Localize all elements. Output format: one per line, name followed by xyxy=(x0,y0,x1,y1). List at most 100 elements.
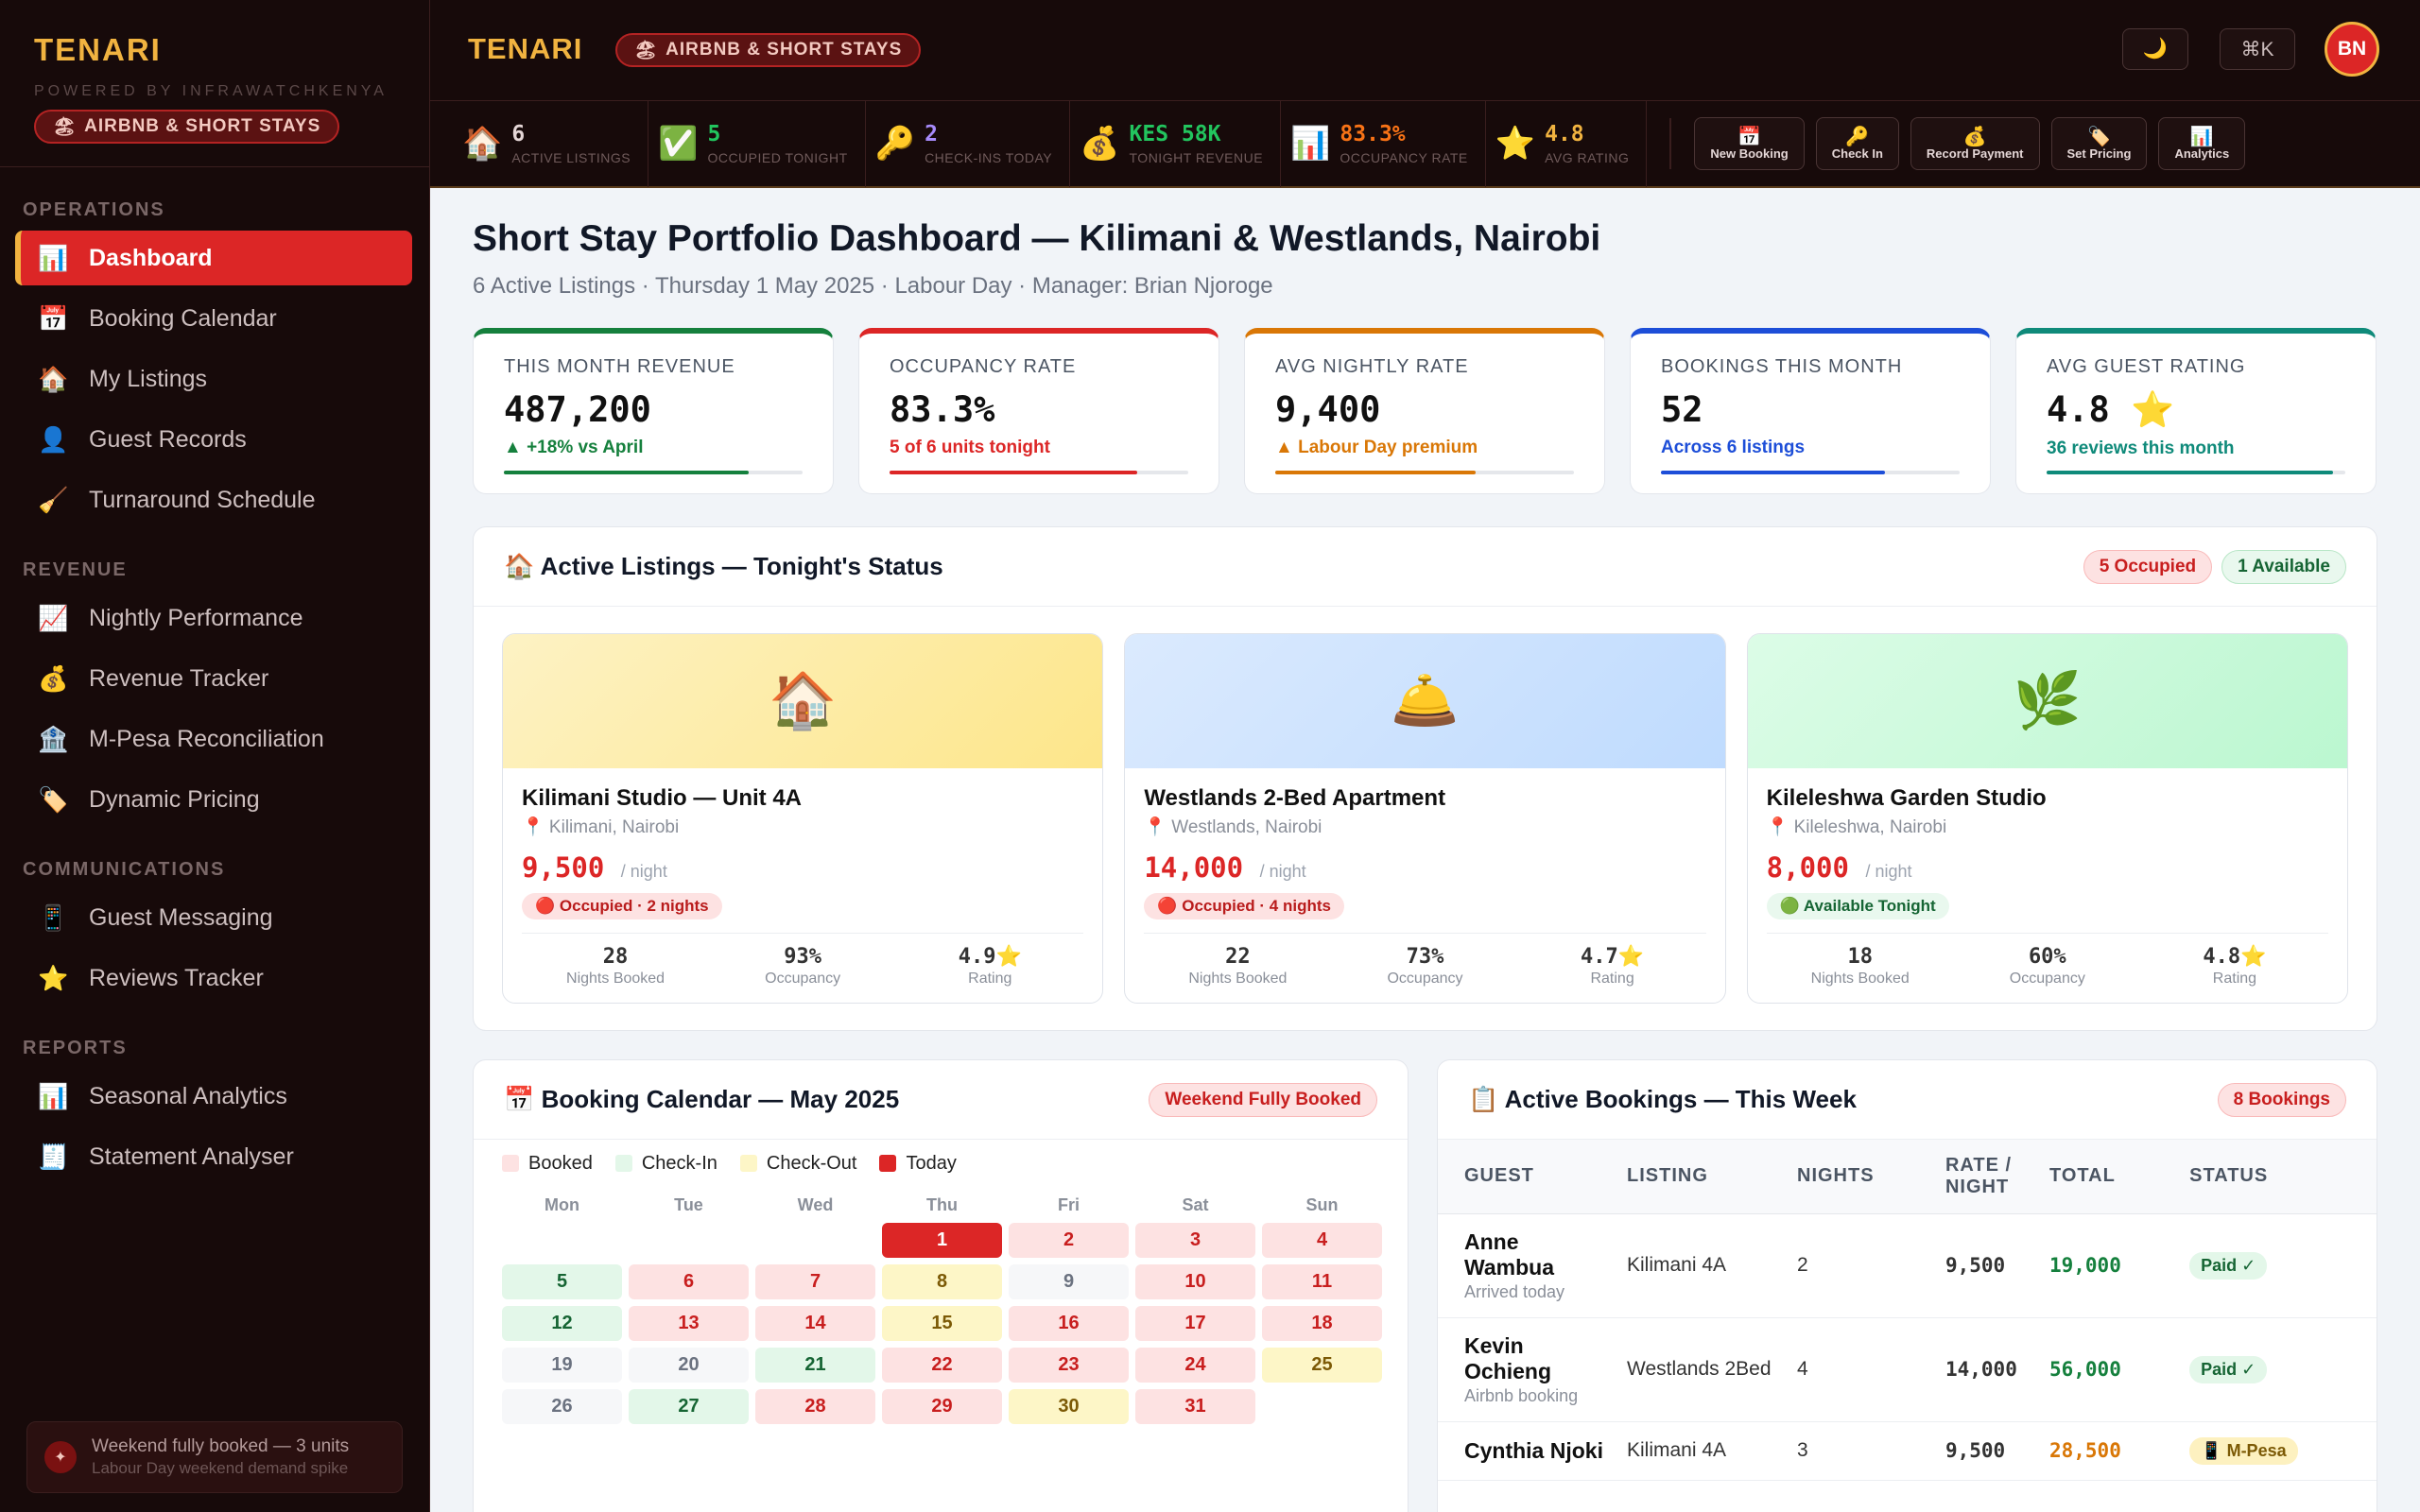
sidebar-item-guest-records[interactable]: 👤 Guest Records xyxy=(15,412,412,467)
kpi-card-occupancy-rate[interactable]: OCCUPANCY RATE 83.3% 5 of 6 units tonight xyxy=(858,328,1219,494)
column-header[interactable]: GUEST xyxy=(1438,1140,1617,1214)
kpi-card-this-month-revenue[interactable]: THIS MONTH REVENUE 487,200 ▲ +18% vs April xyxy=(473,328,834,494)
sidebar-item-label: Guest Messaging xyxy=(89,903,273,931)
calendar-day[interactable]: 21 xyxy=(755,1348,875,1383)
calendar-day[interactable]: 1 xyxy=(882,1223,1002,1258)
sidebar-item-m-pesa-reconciliation[interactable]: 🏦 M-Pesa Reconciliation xyxy=(15,712,412,766)
calendar-day[interactable]: 5 xyxy=(502,1264,622,1299)
calendar-day[interactable]: 16 xyxy=(1009,1306,1129,1341)
set-pricing-button[interactable]: 🏷️ Set Pricing xyxy=(2050,117,2148,170)
calendar-day[interactable]: 10 xyxy=(1135,1264,1255,1299)
calendar-day[interactable]: 9 xyxy=(1009,1264,1129,1299)
occupied-badge[interactable]: 5 Occupied xyxy=(2083,549,2213,584)
new-booking-button[interactable]: 📅 New Booking xyxy=(1694,117,1805,170)
stat-avg-rating[interactable]: ⭐ 4.8 AVG RATING xyxy=(1486,100,1648,187)
sidebar-item-nightly-performance[interactable]: 📈 Nightly Performance xyxy=(15,591,412,645)
kpi-card-bookings-this-month[interactable]: BOOKINGS THIS MONTH 52 Across 6 listings xyxy=(1630,328,1991,494)
calendar-day[interactable]: 27 xyxy=(629,1389,749,1424)
column-header[interactable]: RATE / NIGHT xyxy=(1935,1140,2040,1214)
listing-card[interactable]: 🛎️ Westlands 2-Bed Apartment 📍 Westlands, … xyxy=(1124,633,1726,1004)
command-palette-button[interactable]: ⌘K xyxy=(2220,28,2295,70)
calendar-day[interactable]: 7 xyxy=(755,1264,875,1299)
calendar-day[interactable]: 23 xyxy=(1009,1348,1129,1383)
sidebar-item-revenue-tracker[interactable]: 💰 Revenue Tracker xyxy=(15,651,412,706)
calendar-day[interactable]: 25 xyxy=(1262,1348,1382,1383)
check-in-button[interactable]: 🔑 Check In xyxy=(1815,117,1899,170)
table-row[interactable]: Anne Wambua Arrived today Kilimani 4A 2 9,50… xyxy=(1438,1213,2377,1318)
calendar-day[interactable]: 20 xyxy=(629,1348,749,1383)
analytics-icon: 📊 xyxy=(2189,126,2214,147)
calendar-day[interactable]: 30 xyxy=(1009,1389,1129,1424)
calendar-day[interactable]: 28 xyxy=(755,1389,875,1424)
sidebar-item-turnaround-schedule[interactable]: 🧹 Turnaround Schedule xyxy=(15,472,412,527)
table-row[interactable]: Cynthia Njoki Kilimani 4A 3 9,500 28,500 📱 M-… xyxy=(1438,1421,2377,1481)
m-pesa-reconciliation-icon: 🏦 xyxy=(38,724,69,753)
avatar[interactable]: BN xyxy=(2325,22,2379,77)
listing-stat-value: 4.8⭐ xyxy=(2203,945,2267,969)
calendar-day[interactable]: 24 xyxy=(1135,1348,1255,1383)
sidebar-item-dashboard[interactable]: 📊 Dashboard xyxy=(15,231,412,285)
column-header[interactable]: NIGHTS xyxy=(1788,1140,1936,1214)
available-badge[interactable]: 1 Available xyxy=(2221,549,2346,584)
calendar-day[interactable]: 6 xyxy=(629,1264,749,1299)
calendar-day[interactable]: 8 xyxy=(882,1264,1002,1299)
calendar-day[interactable]: 26 xyxy=(502,1389,622,1424)
column-header[interactable]: STATUS xyxy=(2180,1140,2377,1214)
sidebar-item-dynamic-pricing[interactable]: 🏷️ Dynamic Pricing xyxy=(15,772,412,827)
sidebar-item-statement-analyser[interactable]: 🧾 Statement Analyser xyxy=(15,1129,412,1184)
stat-check-ins-today[interactable]: 🔑 2 CHECK-INS TODAY xyxy=(866,100,1071,187)
total-cell: 56,000 xyxy=(2039,1317,2181,1422)
stat-occupied-tonight[interactable]: ✅ 5 OCCUPIED TONIGHT xyxy=(648,100,866,187)
table-row[interactable]: Kevin Ochieng Airbnb booking Westlands 2Be… xyxy=(1438,1317,2377,1422)
column-header[interactable]: TOTAL xyxy=(2039,1140,2181,1214)
listing-stat-label: Nights Booked xyxy=(1188,971,1288,987)
kpi-card-avg-nightly-rate[interactable]: AVG NIGHTLY RATE 9,400 ▲ Labour Day premiu… xyxy=(1244,328,1605,494)
sidebar-item-guest-messaging[interactable]: 📱 Guest Messaging xyxy=(15,890,412,945)
sidebar-item-label: Guest Records xyxy=(89,425,247,453)
calendar-day[interactable]: 4 xyxy=(1262,1223,1382,1258)
calendar-day[interactable]: 13 xyxy=(629,1306,749,1341)
topbar-title[interactable]: TENARI xyxy=(468,32,583,65)
calendar-day[interactable]: 19 xyxy=(502,1348,622,1383)
guest-note: Arrived today xyxy=(1464,1281,1565,1301)
calendar-day[interactable]: 18 xyxy=(1262,1306,1382,1341)
stat-active-listings[interactable]: 🏠 6 ACTIVE LISTINGS xyxy=(453,100,649,187)
listing-card[interactable]: 🏠 Kilimani Studio — Unit 4A 📍 Kilimani, Na… xyxy=(502,633,1104,1004)
sidebar-item-reviews-tracker[interactable]: ⭐ Reviews Tracker xyxy=(15,951,412,1005)
sidebar-item-my-listings[interactable]: 🏠 My Listings xyxy=(15,352,412,406)
sidebar-item-label: Statement Analyser xyxy=(89,1143,294,1170)
listing-location: 📍 Westlands, Nairobi xyxy=(1144,817,1322,837)
listing-stat-occupancy: 93% Occupancy xyxy=(709,945,896,988)
stat-occupancy-rate[interactable]: 📊 83.3% OCCUPANCY RATE xyxy=(1281,100,1486,187)
kpi-card-avg-guest-rating[interactable]: AVG GUEST RATING 4.8 ⭐ 36 reviews this mon… xyxy=(2015,328,2377,494)
listing-card[interactable]: 🌿 Kileleshwa Garden Studio 📍 Kileleshwa, N… xyxy=(1746,633,2348,1004)
kpi-progress-track xyxy=(2047,471,2345,474)
calendar-day[interactable]: 15 xyxy=(882,1306,1002,1341)
calendar-day[interactable]: 14 xyxy=(755,1306,875,1341)
listing-name: Kileleshwa Garden Studio xyxy=(1766,785,2047,811)
guest-cell: Anne Wambua Arrived today xyxy=(1438,1213,1617,1318)
calendar-day[interactable]: 29 xyxy=(882,1389,1002,1424)
calendar-day[interactable]: 22 xyxy=(882,1348,1002,1383)
sidebar-item-label: Dashboard xyxy=(89,244,213,271)
listing-stats: 22 Nights Booked 73% Occupancy 4.7⭐ Rating xyxy=(1144,933,1706,988)
calendar-day[interactable]: 11 xyxy=(1262,1264,1382,1299)
record-payment-button[interactable]: 💰 Record Payment xyxy=(1910,117,2040,170)
column-header[interactable]: LISTING xyxy=(1617,1140,1788,1214)
calendar-day[interactable]: 2 xyxy=(1009,1223,1129,1258)
stat-tonight-revenue[interactable]: 💰 KES 58K TONIGHT REVENUE xyxy=(1070,100,1282,187)
listing-price-unit: / night xyxy=(1259,862,1306,881)
calendar-day[interactable]: 12 xyxy=(502,1306,622,1341)
theme-toggle-button[interactable]: 🌙 xyxy=(2122,28,2188,70)
calendar-day[interactable]: 31 xyxy=(1135,1389,1255,1424)
kpi-value: 52 xyxy=(1661,389,1703,430)
legend-item-check-in: Check-In xyxy=(614,1153,717,1175)
sidebar-item-booking-calendar[interactable]: 📅 Booking Calendar xyxy=(15,291,412,346)
listing-stat-value: 4.9⭐ xyxy=(958,945,1022,969)
analytics-button[interactable]: 📊 Analytics xyxy=(2158,117,2246,170)
brand-logo[interactable]: TENARI xyxy=(34,32,162,67)
calendar-day[interactable]: 17 xyxy=(1135,1306,1255,1341)
sidebar-item-seasonal-analytics[interactable]: 📊 Seasonal Analytics xyxy=(15,1069,412,1124)
sidebar-alert[interactable]: ✦ Weekend fully booked — 3 units Labour … xyxy=(26,1421,403,1493)
calendar-day[interactable]: 3 xyxy=(1135,1223,1255,1258)
